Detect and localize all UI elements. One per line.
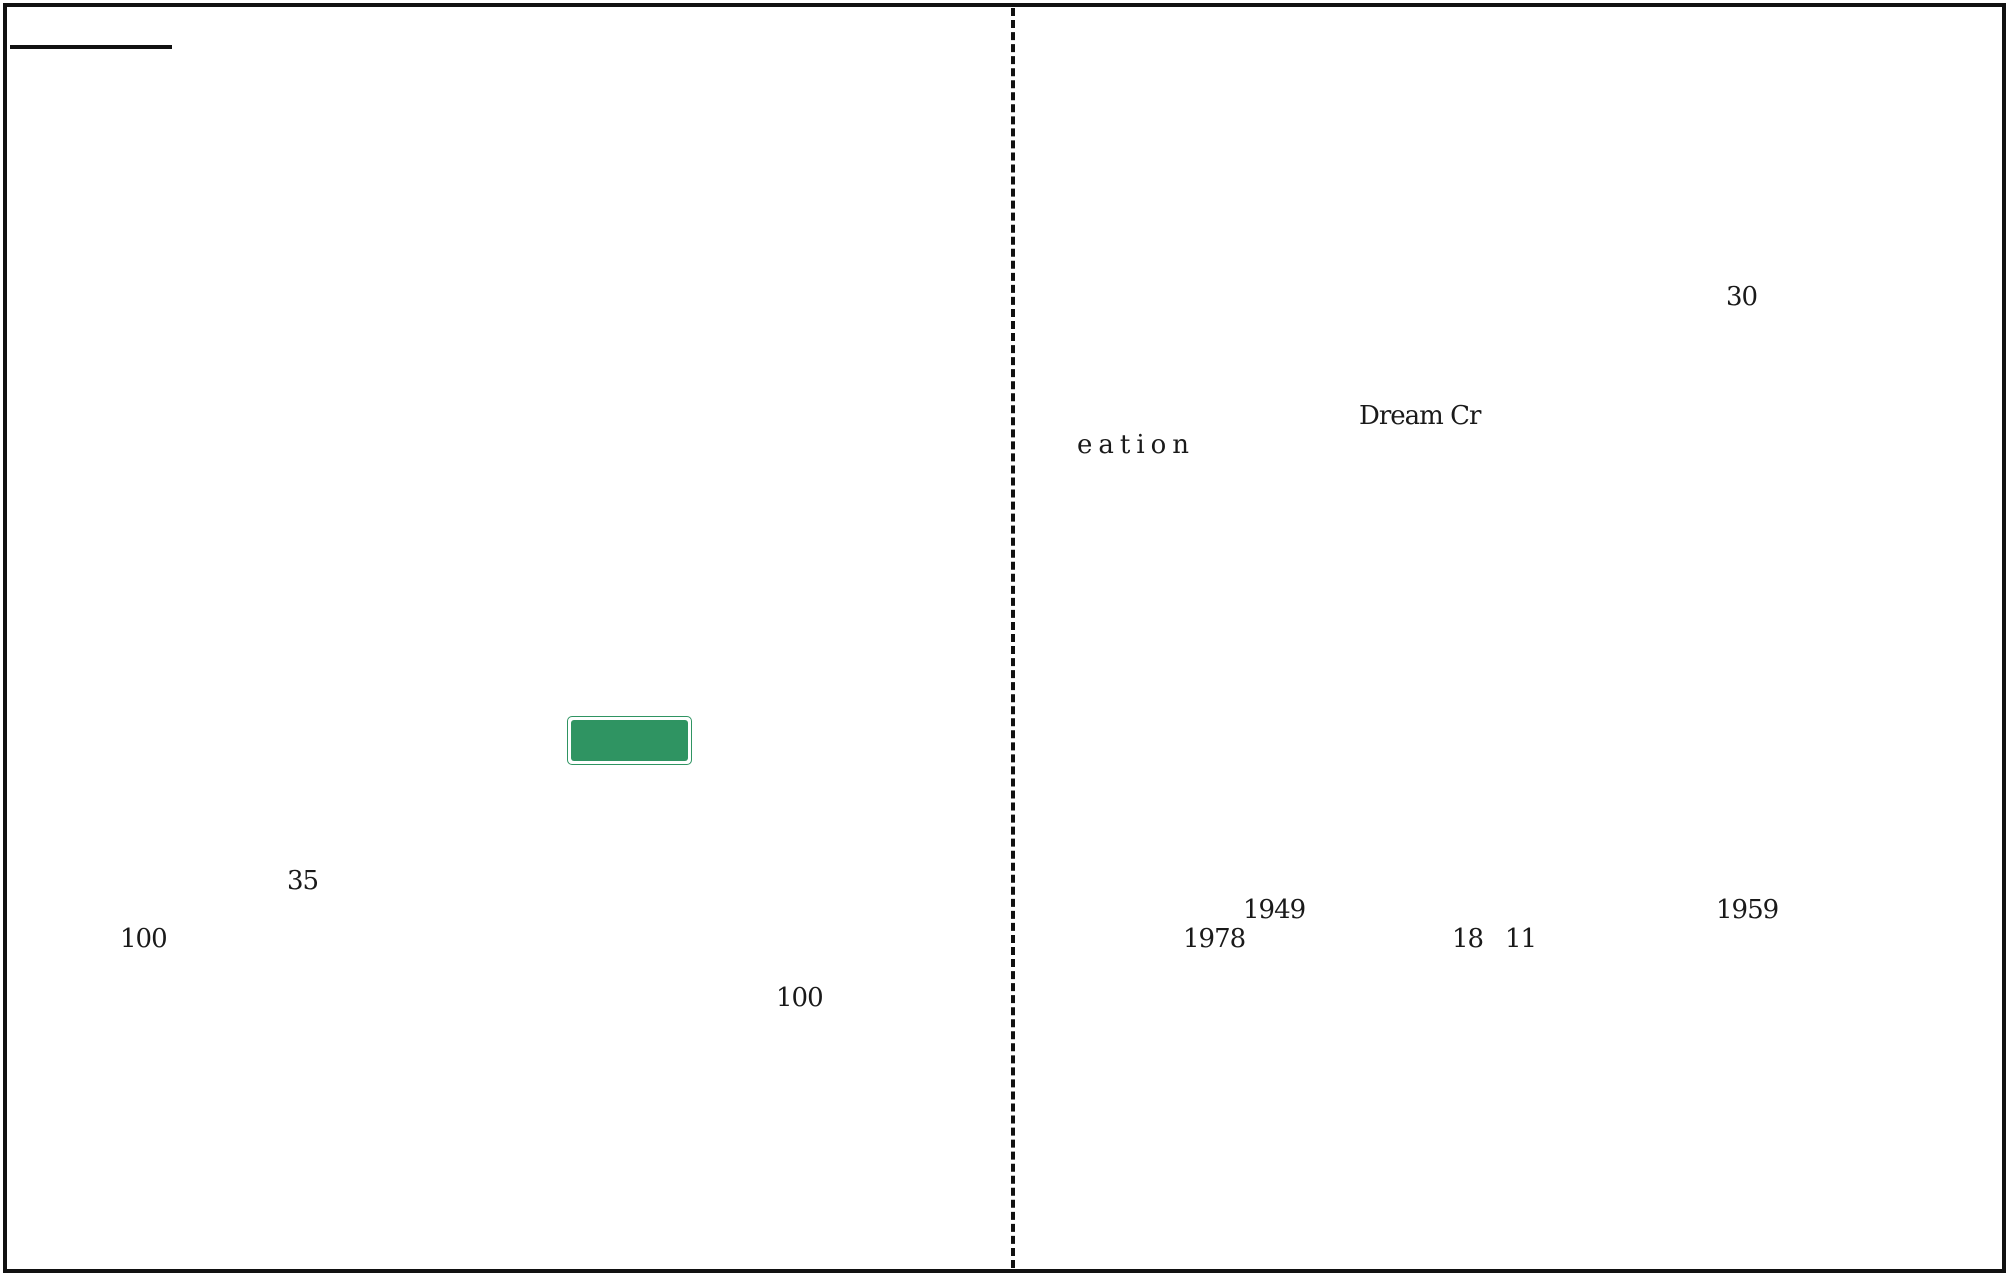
green-label-fill [571,720,688,761]
right-number-18: 18 [1452,924,1484,954]
left-number-100-a: 100 [120,924,168,954]
right-number-30: 30 [1726,282,1758,312]
right-year-1959: 1959 [1716,895,1779,925]
left-number-100-b: 100 [776,983,824,1013]
title-underline [10,45,172,49]
left-number-35: 35 [287,866,319,896]
green-label-box [567,716,692,765]
right-year-1978: 1978 [1183,924,1246,954]
right-dream-creation-part1: Dream Cr [1359,401,1481,431]
right-year-1949: 1949 [1243,895,1306,925]
center-fold-divider [1011,8,1015,1268]
right-number-11: 11 [1505,924,1537,954]
right-dream-creation-part2: eation [1077,430,1196,460]
page-frame [3,3,2006,1273]
